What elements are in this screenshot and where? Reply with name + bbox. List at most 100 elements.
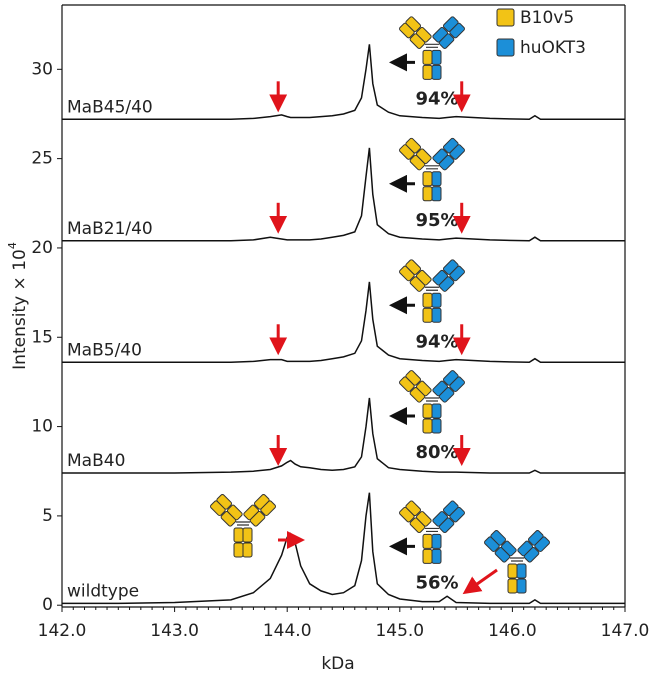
antibody-domain <box>431 292 442 308</box>
percent-label: 95% <box>415 210 458 231</box>
antibody-domain <box>422 403 433 419</box>
antibody-domain <box>416 26 432 43</box>
series-label: MaB5/40 <box>67 340 142 360</box>
y-tick-label: 25 <box>31 149 53 169</box>
antibody-domain <box>438 387 455 403</box>
antibody-icon <box>399 16 465 80</box>
spectrum-line <box>62 281 625 364</box>
x-tick-label: 146.0 <box>488 621 537 641</box>
antibody-arm <box>432 259 465 292</box>
antibody-hinge <box>425 286 439 291</box>
antibody-domain <box>516 563 527 579</box>
spectrum-line <box>62 44 625 121</box>
antibody-icon <box>399 500 465 564</box>
x-tick-label: 144.0 <box>263 621 312 641</box>
antibody-domain <box>438 517 455 534</box>
legend-swatch <box>496 38 515 57</box>
antibody-domain <box>431 403 442 419</box>
antibody-domain <box>216 494 233 510</box>
antibody-domain <box>449 376 465 393</box>
antibody-domain <box>242 527 253 543</box>
antibody-domain <box>422 548 433 564</box>
antibody-domain <box>405 259 422 275</box>
antibody-domain <box>260 500 276 517</box>
series-label: MaB45/40 <box>67 97 153 117</box>
antibody-arm <box>210 494 243 527</box>
spectrum-line <box>62 492 625 605</box>
antibody-hinge <box>425 397 439 402</box>
antibody-arm <box>399 16 432 49</box>
x-tick-label: 142.0 <box>38 621 87 641</box>
antibody-domain <box>405 500 422 517</box>
antibody-domain <box>416 269 432 286</box>
antibody-domain <box>431 307 442 323</box>
y-tick-label: 15 <box>31 327 53 347</box>
percent-label: 94% <box>415 88 458 109</box>
antibody-domain <box>242 542 253 558</box>
y-tick-label: 5 <box>42 506 53 526</box>
antibody-arm <box>432 370 465 403</box>
antibody-domain <box>416 148 432 165</box>
antibody-domain <box>405 137 422 154</box>
legend-swatch <box>496 8 515 27</box>
antibody-domain <box>422 64 433 80</box>
antibody-domain <box>422 418 433 434</box>
spectrum-line <box>62 397 625 474</box>
antibody-domain <box>233 542 244 558</box>
antibody-arm <box>484 530 517 563</box>
x-tick-label: 145.0 <box>375 621 424 641</box>
percent-label: 94% <box>415 331 458 352</box>
legend-label: huOKT3 <box>520 38 586 58</box>
antibody-icon <box>399 137 465 202</box>
antibody-domain <box>422 307 433 323</box>
series-label: wildtype <box>67 581 139 601</box>
y-axis-title-exponent: 4 <box>6 242 19 249</box>
antibody-arm <box>399 370 432 403</box>
antibody-hinge <box>236 521 250 526</box>
antibody-domain <box>449 265 465 282</box>
antibody-domain <box>405 370 422 386</box>
antibody-hinge <box>510 557 524 562</box>
antibody-domain <box>507 578 518 594</box>
antibody-domain <box>516 578 527 594</box>
antibody-domain <box>449 144 465 160</box>
antibody-hinge <box>425 527 439 533</box>
antibody-domain <box>422 186 433 202</box>
antibody-domain <box>249 511 266 527</box>
antibody-hinge <box>425 165 439 170</box>
y-tick-label: 30 <box>31 59 53 79</box>
antibody-hinge <box>425 43 439 48</box>
y-tick-label: 20 <box>31 238 53 258</box>
y-tick-label: 10 <box>31 417 53 437</box>
antibody-icon <box>210 494 276 558</box>
y-axis-title: Intensity × 104 <box>6 242 30 370</box>
antibody-domain <box>449 22 465 39</box>
spectrum-line <box>62 147 625 242</box>
x-tick-label: 147.0 <box>601 621 650 641</box>
antibody-domain <box>507 563 518 579</box>
antibody-domain <box>431 418 442 434</box>
series-label: MaB21/40 <box>67 219 153 239</box>
antibody-arm <box>399 259 432 292</box>
antibody-domain <box>227 504 243 521</box>
antibody-domain <box>422 292 433 308</box>
antibody-arm <box>432 16 465 49</box>
antibody-icon <box>484 530 550 594</box>
y-axis-title-base: Intensity × 10 <box>10 249 30 370</box>
legend-label: B10v5 <box>520 8 574 28</box>
percent-label: 80% <box>415 442 458 463</box>
antibody-domain <box>490 530 507 546</box>
antibody-arm <box>399 500 432 534</box>
antibody-domain <box>438 276 455 292</box>
antibody-domain <box>501 540 517 557</box>
antibody-domain <box>422 171 433 187</box>
antibody-domain <box>416 511 432 527</box>
antibody-domain <box>431 533 442 549</box>
antibody-arm <box>243 494 276 527</box>
antibody-icon <box>399 259 465 323</box>
antibody-arm <box>432 500 465 534</box>
antibody-domain <box>449 506 465 523</box>
antibody-domain <box>523 547 540 563</box>
antibody-arm <box>399 137 432 171</box>
antibody-arm <box>517 530 550 563</box>
